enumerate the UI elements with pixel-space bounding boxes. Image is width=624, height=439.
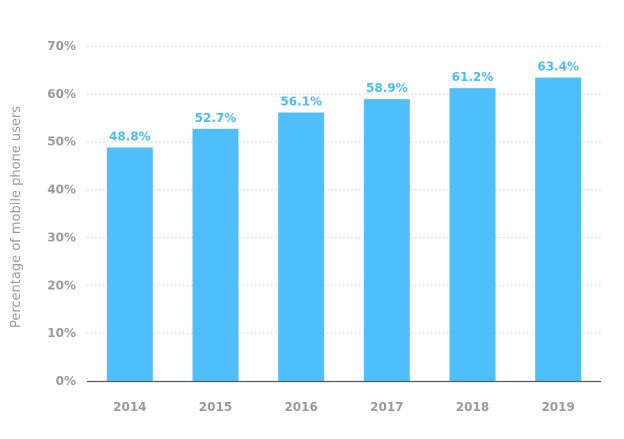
bar-2015 <box>192 128 239 381</box>
gridlines <box>87 45 601 334</box>
x-axis-ticks: 2014 2015 2016 2017 2018 2019 <box>113 400 575 414</box>
bar-2016 <box>278 112 325 382</box>
y-tick-label: 20% <box>47 278 76 292</box>
x-tick-label: 2016 <box>284 400 317 414</box>
data-label: 61.2% <box>452 70 494 84</box>
data-labels: 48.8% 52.7% 56.1% 58.9% 61.2% 63.4% <box>109 60 579 144</box>
data-label: 48.8% <box>109 129 151 143</box>
bar-2014 <box>106 147 153 381</box>
y-tick-label: 0% <box>56 374 76 388</box>
data-label: 63.4% <box>537 60 579 74</box>
y-tick-label: 60% <box>47 87 76 101</box>
y-tick-label: 30% <box>47 230 76 244</box>
data-label: 56.1% <box>280 95 322 109</box>
data-label: 52.7% <box>195 111 237 125</box>
bars <box>106 77 582 382</box>
y-axis-ticks: 0% 10% 20% 30% 40% 50% 60% 70% <box>47 39 76 388</box>
bar-2019 <box>535 77 582 381</box>
y-tick-label: 50% <box>47 135 76 149</box>
y-tick-label: 40% <box>47 183 76 197</box>
data-label: 58.9% <box>366 81 408 95</box>
y-tick-label: 10% <box>47 326 76 340</box>
x-tick-label: 2017 <box>370 400 403 414</box>
y-axis-title: Percentage of mobile phone users <box>9 106 24 328</box>
x-tick-label: 2014 <box>113 400 146 414</box>
x-tick-label: 2018 <box>456 400 489 414</box>
x-tick-label: 2015 <box>199 400 232 414</box>
bar-2017 <box>363 99 410 381</box>
y-tick-label: 70% <box>47 39 76 53</box>
bar-2018 <box>449 88 496 381</box>
x-tick-label: 2019 <box>541 400 574 414</box>
